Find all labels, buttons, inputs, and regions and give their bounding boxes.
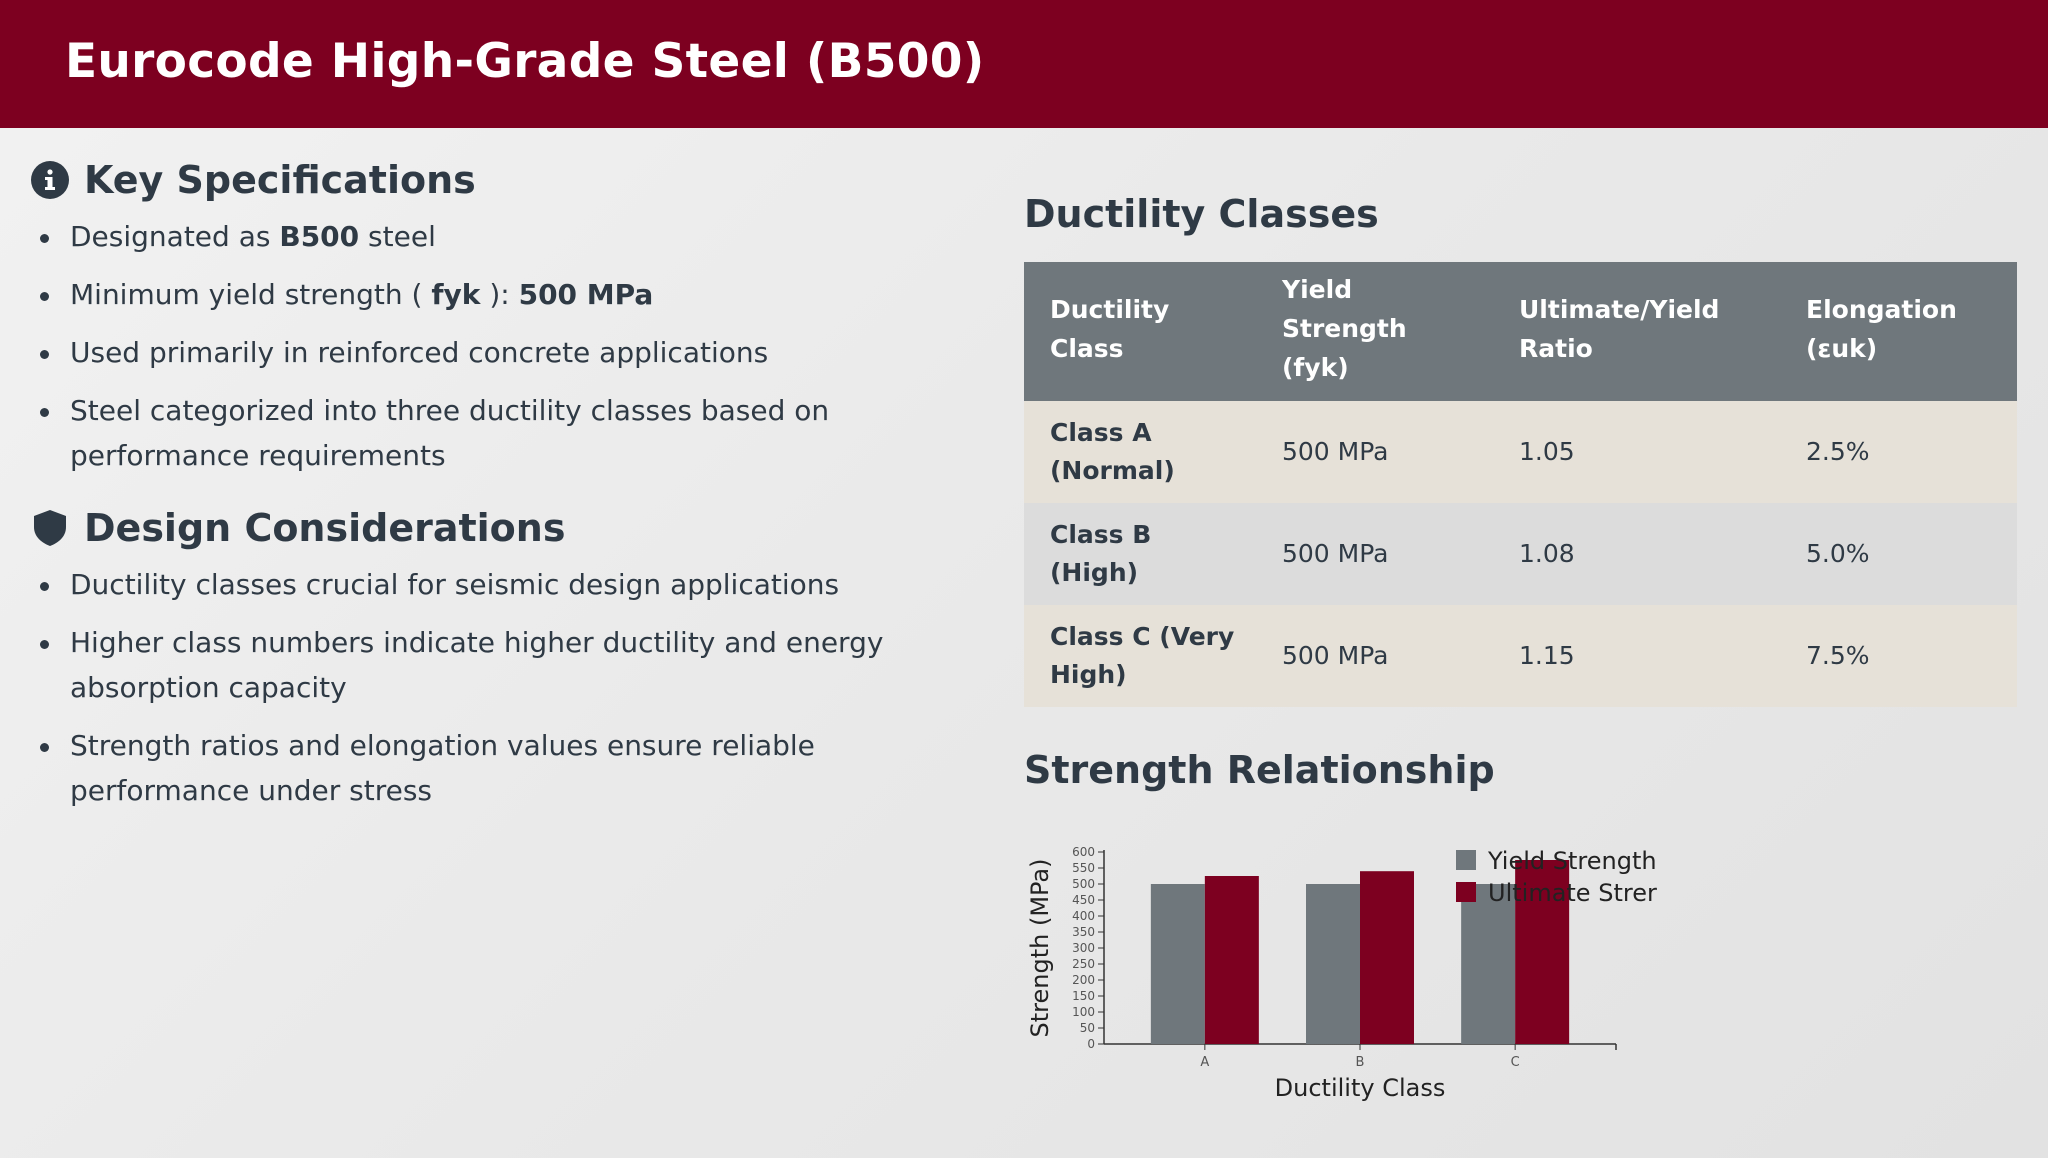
list-item: Higher class numbers indicate higher duc…	[30, 620, 950, 710]
key-specifications-title: Key Specifications	[84, 158, 476, 202]
design-considerations-list: Ductility classes crucial for seismic de…	[30, 562, 980, 813]
legend-label: Yield Strength	[1487, 847, 1657, 875]
bar-yield-b	[1306, 884, 1360, 1044]
bar-ultimate-c	[1515, 860, 1570, 1044]
legend-label: Ultimate Strer	[1488, 879, 1657, 907]
x-tick-label: B	[1356, 1055, 1365, 1070]
legend-swatch	[1456, 882, 1476, 902]
y-tick-label: 150	[1072, 989, 1095, 1003]
list-item: Steel categorized into three ductility c…	[30, 388, 890, 478]
y-tick-label: 400	[1072, 909, 1095, 923]
y-tick-label: 550	[1072, 861, 1095, 875]
table-cell: 500 MPa	[1256, 605, 1493, 707]
table-cell: 5.0%	[1780, 503, 2017, 605]
key-specifications-heading: Key Specifications	[30, 158, 980, 202]
table-cell: 7.5%	[1780, 605, 2017, 707]
y-tick-label: 200	[1072, 973, 1095, 987]
x-tick-label: A	[1200, 1055, 1209, 1070]
ductility-table: Ductility Class Yield Strength (fyk) Ult…	[1024, 262, 2017, 707]
y-tick-label: 500	[1072, 877, 1095, 891]
column-header: Elongation (εuk)	[1780, 262, 2017, 401]
y-tick-label: 350	[1072, 925, 1095, 939]
column-header: Ultimate/Yield Ratio	[1493, 262, 1780, 401]
column-header: Ductility Class	[1024, 262, 1256, 401]
table-cell: Class C (Very High)	[1024, 605, 1256, 707]
table-row: Class B (High) 500 MPa 1.08 5.0%	[1024, 503, 2017, 605]
y-tick-label: 300	[1072, 941, 1095, 955]
left-column: Key Specifications Designated as B500 st…	[30, 158, 980, 826]
table-cell: 1.15	[1493, 605, 1780, 707]
table-cell: 500 MPa	[1256, 401, 1493, 503]
x-tick-label: C	[1511, 1055, 1520, 1070]
y-tick-label: 0	[1087, 1037, 1095, 1051]
bar-yield-a	[1150, 884, 1205, 1044]
key-specifications-list: Designated as B500 steel Minimum yield s…	[30, 214, 980, 478]
y-tick-label: 100	[1072, 1005, 1095, 1019]
title-bar: Eurocode High-Grade Steel (B500)	[0, 0, 2048, 128]
ductility-classes-title: Ductility Classes	[1024, 192, 1379, 236]
list-item: Ductility classes crucial for seismic de…	[30, 562, 980, 607]
table-cell: 2.5%	[1780, 401, 2017, 503]
y-tick-label: 50	[1080, 1021, 1095, 1035]
table-cell: Class A (Normal)	[1024, 401, 1256, 503]
info-circle-icon	[31, 161, 69, 199]
bar-ultimate-a	[1204, 876, 1259, 1044]
design-considerations-heading: Design Considerations	[30, 506, 980, 550]
table-header-row: Ductility Class Yield Strength (fyk) Ult…	[1024, 262, 2017, 401]
design-considerations-title: Design Considerations	[84, 506, 566, 550]
table-row: Class A (Normal) 500 MPa 1.05 2.5%	[1024, 401, 2017, 503]
strength-bar-chart: 0 50 100 150 200 250 300 350 400 450 500 550 600 A B C D…	[1026, 845, 1657, 1102]
shield-icon	[34, 510, 66, 546]
table-cell: Class B (High)	[1024, 503, 1256, 605]
page-title: Eurocode High-Grade Steel (B500)	[65, 34, 985, 89]
x-axis-label: Ductility Class	[1275, 1074, 1446, 1102]
bar-ultimate-b	[1360, 871, 1414, 1044]
y-tick-label: 600	[1072, 845, 1095, 859]
y-tick-label: 450	[1072, 893, 1095, 907]
strength-relationship-title: Strength Relationship	[1024, 748, 1495, 792]
y-tick-label: 250	[1072, 957, 1095, 971]
table-cell: 1.05	[1493, 401, 1780, 503]
list-item: Minimum yield strength ( fyk ): 500 MPa	[30, 272, 980, 317]
table-cell: 500 MPa	[1256, 503, 1493, 605]
table-cell: 1.08	[1493, 503, 1780, 605]
bar-yield-c	[1461, 884, 1516, 1044]
table-row: Class C (Very High) 500 MPa 1.15 7.5%	[1024, 605, 2017, 707]
legend-swatch	[1456, 850, 1476, 870]
list-item: Strength ratios and elongation values en…	[30, 723, 890, 813]
y-axis-label: Strength (MPa)	[1026, 859, 1054, 1038]
list-item: Designated as B500 steel	[30, 214, 980, 259]
column-header: Yield Strength (fyk)	[1256, 262, 1493, 401]
list-item: Used primarily in reinforced concrete ap…	[30, 330, 980, 375]
